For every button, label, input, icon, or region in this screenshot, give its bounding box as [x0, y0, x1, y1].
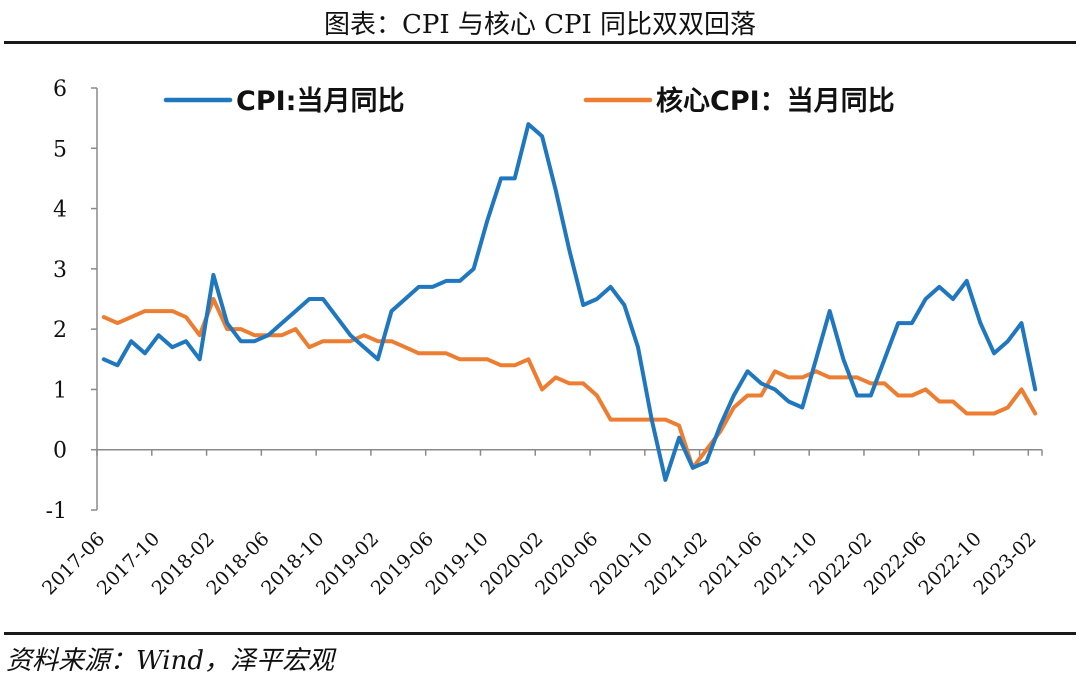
bottom-rule: [4, 632, 1076, 635]
y-tick-label: 0: [53, 439, 67, 464]
y-tick-label: -1: [46, 499, 67, 524]
y-tick-label: 2: [53, 318, 67, 343]
chart-title: 图表：CPI 与核心 CPI 同比双双回落: [323, 10, 757, 40]
y-tick-label: 4: [53, 198, 67, 223]
series-line-core-cpi: [101, 297, 1038, 470]
top-rule: [4, 41, 1076, 44]
y-tick-label: 1: [53, 378, 67, 403]
y-tick-label: 3: [53, 258, 67, 283]
source-note: 资料来源：Wind，泽平宏观: [6, 646, 334, 676]
y-tick-label: 6: [53, 77, 67, 102]
legend-label: CPI:当月同比: [236, 86, 404, 117]
legend-label: 核心CPI：当月同比: [656, 85, 895, 117]
y-tick-label: 5: [53, 137, 67, 162]
series-line-cpi: [101, 122, 1038, 482]
